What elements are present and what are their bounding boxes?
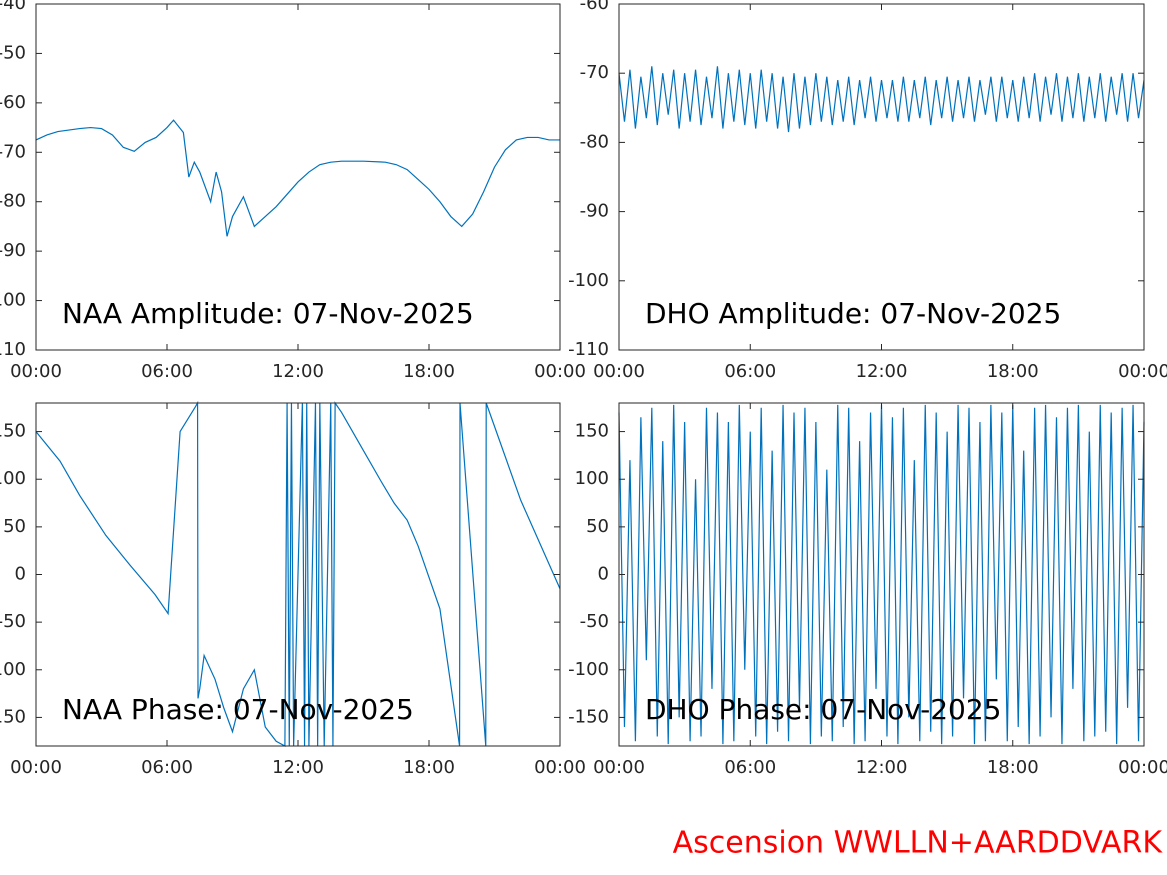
x-tick-label: 12:00 <box>856 361 908 382</box>
annotation: NAA Phase: 07-Nov-2025 <box>62 693 414 726</box>
x-tick-label: 18:00 <box>403 757 455 778</box>
x-tick-label: 18:00 <box>987 757 1039 778</box>
x-tick-label: 00:00 <box>534 361 586 382</box>
y-tick-label: -80 <box>0 191 26 212</box>
x-tick-label: 12:00 <box>272 757 324 778</box>
x-tick-label: 06:00 <box>724 361 776 382</box>
y-tick-label: -50 <box>0 42 26 63</box>
y-tick-label: -90 <box>0 240 26 261</box>
y-tick-label: 0 <box>598 564 609 585</box>
y-tick-label: -110 <box>0 339 26 360</box>
x-tick-label: 06:00 <box>141 361 193 382</box>
x-tick-label: 18:00 <box>403 361 455 382</box>
x-tick-label: 00:00 <box>593 361 645 382</box>
y-tick-label: -50 <box>580 611 609 632</box>
annotation: NAA Amplitude: 07-Nov-2025 <box>62 297 474 330</box>
y-tick-label: -150 <box>568 706 609 727</box>
annotation: DHO Phase: 07-Nov-2025 <box>645 693 1001 726</box>
y-tick-label: -110 <box>568 339 609 360</box>
y-tick-label: 150 <box>0 421 26 442</box>
y-tick-label: -40 <box>0 0 26 14</box>
axes-background <box>619 4 1144 350</box>
annotation: DHO Amplitude: 07-Nov-2025 <box>645 297 1061 330</box>
x-tick-label: 12:00 <box>272 361 324 382</box>
x-tick-label: 06:00 <box>141 757 193 778</box>
axes-box <box>618 3 1145 351</box>
y-tick-label: -100 <box>568 659 609 680</box>
y-tick-label: -150 <box>0 706 26 727</box>
x-tick-label: 06:00 <box>724 757 776 778</box>
axes-background <box>36 4 560 350</box>
axes-background <box>619 403 1144 746</box>
data-line <box>35 119 560 237</box>
y-tick-label: -90 <box>580 201 609 222</box>
y-tick-label: -100 <box>568 270 609 291</box>
y-tick-label: -70 <box>0 141 26 162</box>
x-tick-label: 00:00 <box>1118 361 1167 382</box>
x-tick-label: 00:00 <box>10 757 62 778</box>
x-tick-label: 12:00 <box>856 757 908 778</box>
y-tick-label: -60 <box>0 92 26 113</box>
y-tick-label: -80 <box>580 131 609 152</box>
y-tick-label: 0 <box>15 564 26 585</box>
y-tick-label: 150 <box>575 421 609 442</box>
y-tick-label: 50 <box>586 516 609 537</box>
y-tick-label: -70 <box>580 62 609 83</box>
axes-box <box>35 402 561 747</box>
y-tick-label: 100 <box>575 468 609 489</box>
y-tick-label: -60 <box>580 0 609 14</box>
y-tick-label: -100 <box>0 290 26 311</box>
y-tick-label: -50 <box>0 611 26 632</box>
x-tick-label: 00:00 <box>1118 757 1167 778</box>
footer: Ascension WWLLN+AARDDVARK <box>673 826 1164 861</box>
x-tick-label: 00:00 <box>593 757 645 778</box>
x-tick-label: 00:00 <box>10 361 62 382</box>
axes-box <box>35 3 561 351</box>
axes-box <box>618 402 1145 747</box>
y-tick-label: 100 <box>0 468 26 489</box>
x-tick-label: 18:00 <box>987 361 1039 382</box>
y-tick-label: 50 <box>3 516 26 537</box>
x-tick-label: 00:00 <box>534 757 586 778</box>
data-line <box>618 66 1145 133</box>
y-tick-label: -100 <box>0 659 26 680</box>
